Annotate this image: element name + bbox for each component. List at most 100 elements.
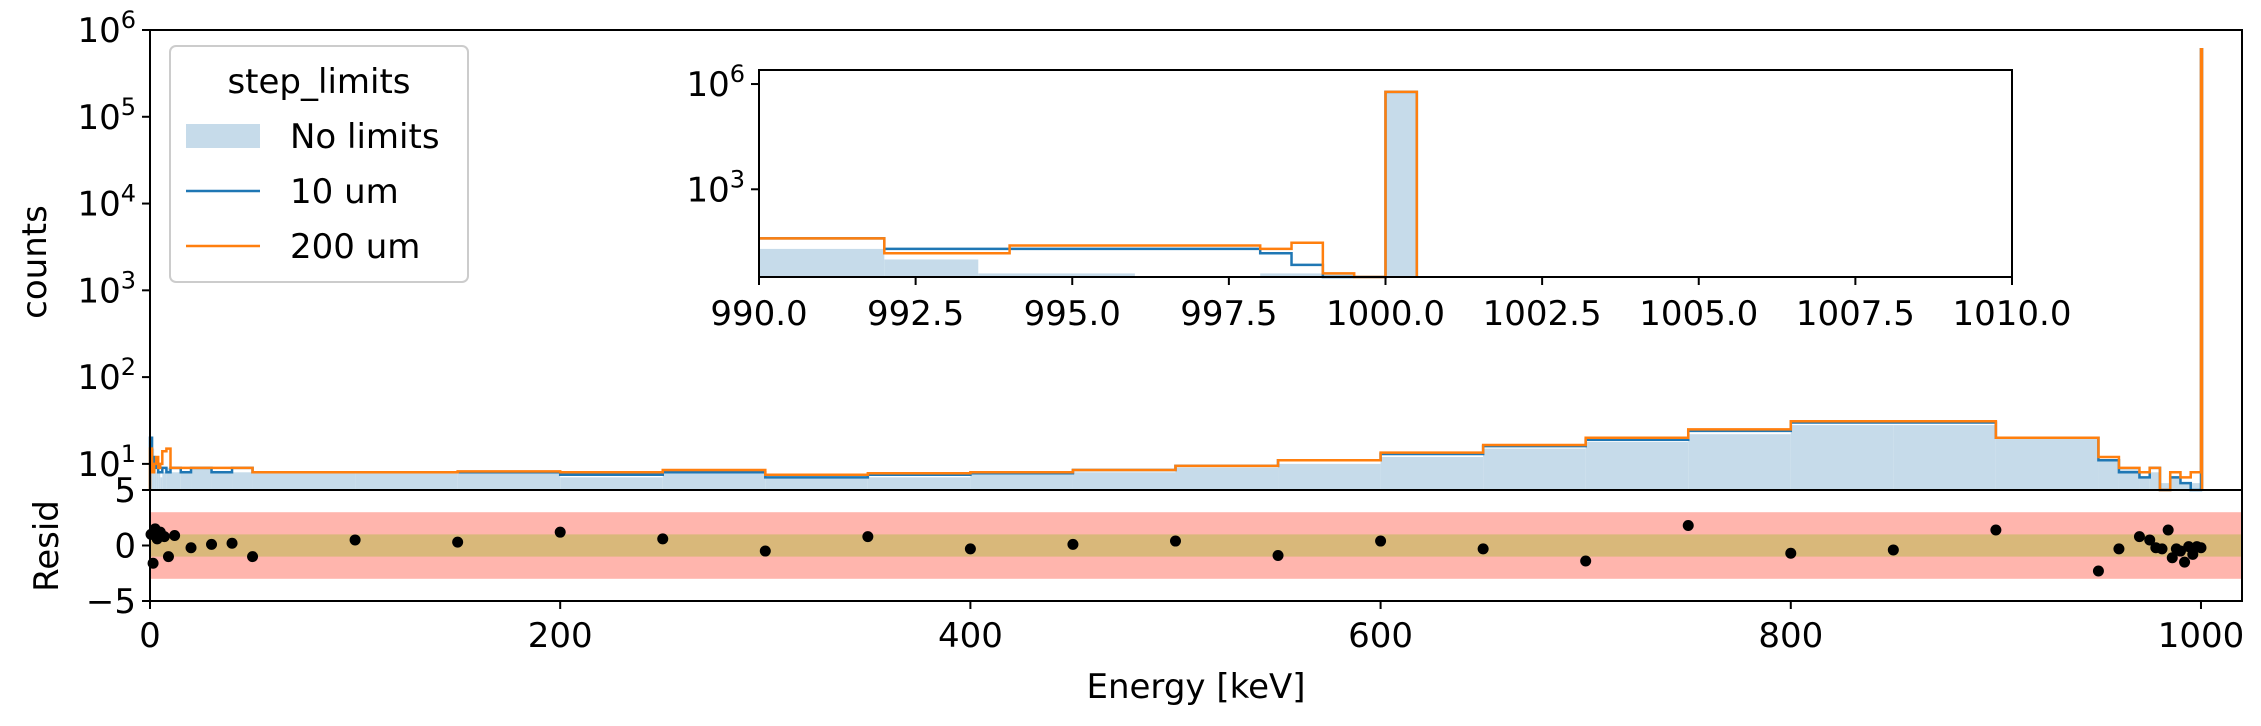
residual-point: [206, 538, 218, 550]
bar-no-limits: [1893, 425, 1996, 490]
legend-swatch-no-limits: [186, 124, 260, 148]
bar-no-limits: [166, 467, 171, 490]
bar-no-limits: [1278, 463, 1381, 490]
residual-point: [1272, 549, 1284, 561]
residual-point: [1580, 555, 1592, 567]
bar-no-limits: [662, 472, 766, 490]
bar-no-limits: [1483, 448, 1586, 490]
bar-no-limits: [457, 472, 561, 490]
bar-no-limits: [2149, 472, 2160, 490]
legend: step_limits No limits 10 um 200 um: [169, 45, 469, 283]
bar-no-limits: [162, 472, 167, 490]
residual-point: [554, 526, 566, 538]
bar-no-limits: [1585, 441, 1689, 490]
bar-no-limits: [170, 472, 181, 490]
main-y-tick-label: 101: [77, 440, 136, 485]
residual-point: [1067, 538, 1079, 550]
residual-point: [2195, 542, 2207, 554]
residual-point: [247, 551, 259, 563]
bar-no-limits: [1995, 437, 2099, 490]
bar-no-limits: [191, 467, 212, 490]
main-y-tick-label: 102: [77, 353, 136, 398]
inset-bar-no-limits: [1260, 273, 1292, 277]
main-y-tick-label: 105: [77, 93, 136, 138]
residual-point: [2144, 534, 2156, 546]
inset-x-tick-label: 1002.5: [1483, 294, 1602, 334]
residual-point: [2174, 545, 2186, 557]
inset-bar-no-limits: [1291, 273, 1323, 277]
bar-no-limits: [252, 472, 356, 490]
residual-point: [964, 543, 976, 555]
inset-y-tick-label: 103: [686, 165, 745, 210]
residual-panel: 0 200 400 600 800 1000 −505 Resid Energy [keV…: [27, 471, 2244, 707]
inset-x-tick-label: 1000.0: [1326, 294, 1445, 334]
inset-x-tick-label: 1010.0: [1953, 294, 2072, 334]
residual-point: [2166, 552, 2178, 564]
bar-no-limits: [156, 472, 159, 490]
x-tick-label: 600: [1348, 616, 1413, 656]
residual-point: [1477, 543, 1489, 555]
bar-no-limits: [180, 472, 192, 490]
residual-point: [2133, 531, 2145, 543]
residual-point: [2156, 543, 2168, 555]
bar-no-limits: [158, 472, 161, 490]
bar-no-limits: [1072, 472, 1176, 490]
inset-bar-no-limits: [759, 248, 885, 277]
bar-no-limits: [2139, 477, 2150, 490]
residual-point: [1887, 544, 1899, 556]
bar-no-limits: [232, 472, 253, 490]
main-y-tick-label: 104: [77, 180, 136, 225]
inset-bar-no-limits: [1385, 91, 1417, 277]
bar-no-limits: [2170, 477, 2181, 490]
bar-no-limits: [2190, 483, 2201, 490]
main-y-axis-label: counts: [15, 205, 55, 319]
residual-y-tick-label: −5: [86, 582, 136, 622]
series-line-200-um: [148, 48, 2204, 492]
residual-point: [185, 542, 197, 554]
residual-band-inner: [150, 534, 2242, 557]
residual-point: [1169, 535, 1181, 547]
bar-no-limits: [2159, 483, 2171, 490]
bar-no-limits: [1175, 467, 1279, 490]
bar-no-limits: [160, 477, 163, 490]
residual-point: [2162, 524, 2174, 536]
bar-no-limits: [2180, 483, 2191, 490]
inset-x-tick-label: 992.5: [867, 294, 964, 334]
main-y-tick-label: 106: [77, 6, 136, 51]
inset-x-tick-label: 1007.5: [1796, 294, 1915, 334]
x-tick-label: 0: [139, 616, 161, 656]
bar-no-limits: [355, 472, 458, 490]
main-histogram-panel: 101 102 103 104 105 106 counts: [15, 6, 2243, 492]
x-tick-label: 400: [938, 616, 1003, 656]
inset-x-tick-label: 1005.0: [1639, 294, 1758, 334]
x-tick-label: 1000: [2158, 616, 2245, 656]
bar-no-limits: [154, 467, 157, 490]
inset-histogram-panel: 990.0 992.5 995.0 997.5 1000.0 1002.5 1005.0 10…: [686, 60, 2071, 334]
residual-point: [158, 531, 170, 543]
main-y-tick-label: 103: [77, 266, 136, 311]
residual-y-axis-label: Resid: [27, 500, 67, 592]
residual-point: [862, 531, 874, 543]
residual-point: [1375, 535, 1387, 547]
legend-label-10um: 10 um: [290, 172, 399, 212]
residual-point: [226, 537, 238, 549]
inset-bar-no-limits: [1322, 273, 1355, 277]
residual-point: [1785, 547, 1797, 559]
bar-no-limits: [1380, 457, 1484, 490]
inset-x-tick-label: 990.0: [710, 294, 807, 334]
inset-x-tick-label: 997.5: [1180, 294, 1277, 334]
residual-point: [452, 536, 464, 548]
residual-point: [162, 551, 174, 563]
residual-point: [2092, 565, 2104, 577]
bar-no-limits: [1790, 425, 1894, 490]
residual-y-tick-label: 5: [114, 471, 136, 511]
legend-label-no-limits: No limits: [290, 117, 440, 157]
bar-no-limits: [560, 477, 663, 490]
residual-point: [169, 530, 181, 542]
bar-no-limits: [2098, 460, 2119, 490]
legend-box: [169, 45, 469, 283]
residual-y-tick-label: 0: [114, 527, 136, 567]
residual-point: [657, 533, 669, 545]
residual-point: [2179, 556, 2191, 568]
